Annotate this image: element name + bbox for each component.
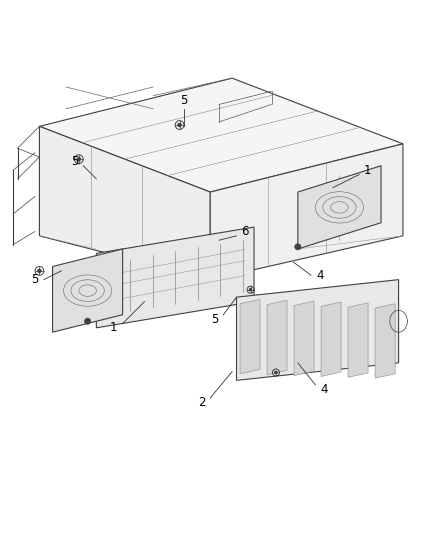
Circle shape bbox=[275, 371, 277, 374]
Text: 1: 1 bbox=[110, 321, 118, 334]
Polygon shape bbox=[267, 300, 287, 375]
Polygon shape bbox=[210, 144, 403, 280]
Text: 5: 5 bbox=[32, 273, 39, 286]
Polygon shape bbox=[298, 166, 381, 249]
Text: 2: 2 bbox=[198, 396, 205, 409]
Polygon shape bbox=[375, 304, 395, 378]
Text: 5: 5 bbox=[71, 155, 78, 168]
Polygon shape bbox=[294, 301, 314, 376]
Polygon shape bbox=[39, 126, 210, 280]
Polygon shape bbox=[39, 78, 403, 192]
Text: 5: 5 bbox=[180, 94, 187, 107]
Text: 4: 4 bbox=[316, 269, 324, 282]
Polygon shape bbox=[96, 227, 254, 328]
Circle shape bbox=[249, 288, 252, 291]
Polygon shape bbox=[53, 249, 123, 332]
Text: 6: 6 bbox=[241, 225, 249, 238]
Text: 1: 1 bbox=[364, 164, 372, 176]
Circle shape bbox=[38, 269, 41, 273]
Circle shape bbox=[77, 157, 81, 161]
Circle shape bbox=[295, 244, 301, 250]
Circle shape bbox=[178, 123, 181, 127]
Circle shape bbox=[85, 318, 91, 324]
Polygon shape bbox=[237, 280, 399, 381]
Text: 5: 5 bbox=[211, 312, 218, 326]
Text: 4: 4 bbox=[320, 383, 328, 395]
Polygon shape bbox=[240, 300, 260, 374]
Polygon shape bbox=[321, 302, 341, 376]
Polygon shape bbox=[348, 303, 368, 377]
